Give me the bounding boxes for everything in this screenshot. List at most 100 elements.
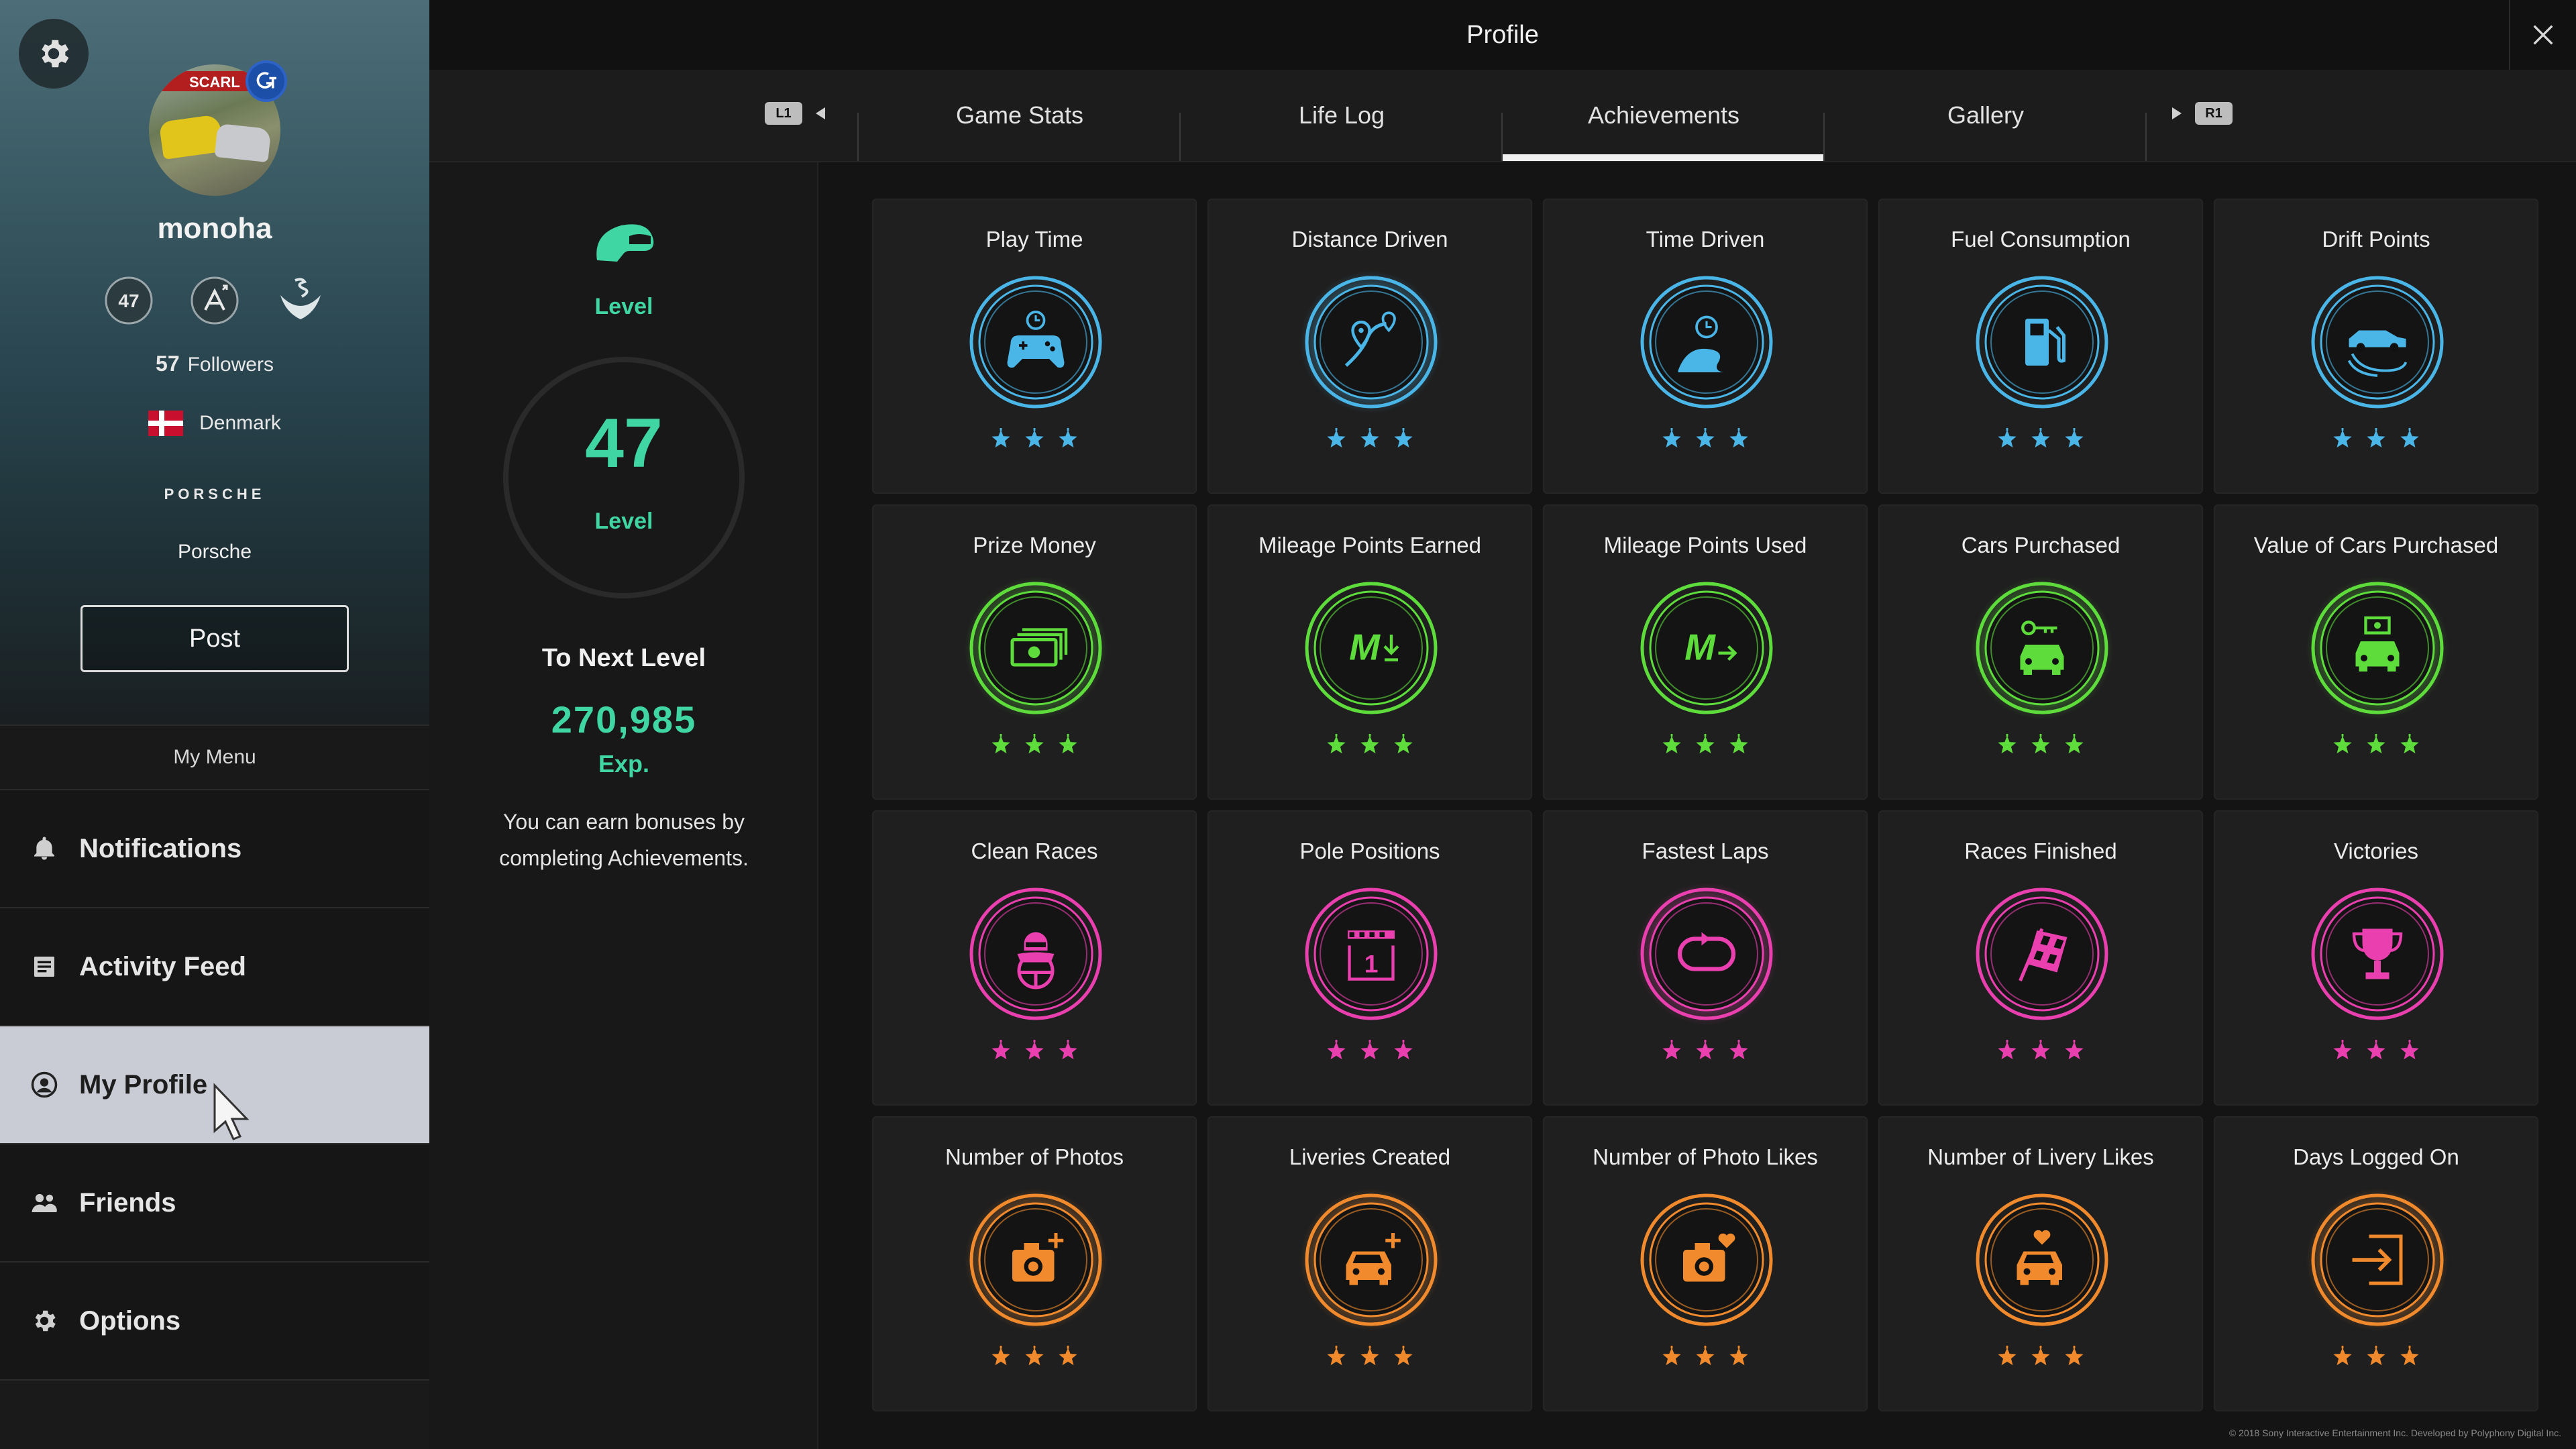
next-tab-hint[interactable]: R1 bbox=[2171, 102, 2233, 125]
achievement-card[interactable]: Fuel Consumption bbox=[1878, 199, 2203, 494]
pole-position-icon: 1 bbox=[1300, 883, 1442, 1025]
brand-logo: PORSCHE bbox=[164, 486, 266, 502]
followers[interactable]: 57 Followers bbox=[0, 352, 429, 376]
achievement-card[interactable]: Mileage Points Earned M bbox=[1208, 504, 1532, 800]
star-icon bbox=[2031, 1040, 2050, 1060]
achievement-card[interactable]: Fastest Laps bbox=[1543, 810, 1868, 1106]
star-icon bbox=[1729, 1346, 1748, 1366]
achievement-card[interactable]: Cars Purchased bbox=[1878, 504, 2203, 800]
level-ring bbox=[503, 357, 745, 598]
achievement-stars bbox=[1880, 734, 2202, 757]
achievement-card[interactable]: Races Finished bbox=[1878, 810, 2203, 1106]
denmark-flag-icon bbox=[148, 411, 184, 436]
achievement-card[interactable]: Number of Photo Likes bbox=[1543, 1116, 1868, 1411]
achievement-card[interactable]: Liveries Created bbox=[1208, 1116, 1532, 1411]
menu-item-options[interactable]: Options bbox=[0, 1263, 429, 1381]
chevron-right-icon bbox=[2172, 107, 2182, 119]
achievement-card[interactable]: Clean Races bbox=[872, 810, 1197, 1106]
achievement-stars bbox=[873, 1040, 1195, 1063]
star-icon bbox=[2333, 428, 2352, 448]
achievement-card[interactable]: Days Logged On bbox=[2214, 1116, 2538, 1411]
achievement-title: Victories bbox=[2334, 839, 2418, 863]
settings-button[interactable] bbox=[19, 19, 89, 89]
achievement-card[interactable]: Mileage Points Used M bbox=[1543, 504, 1868, 800]
tab-label: Achievements bbox=[1587, 101, 1740, 129]
achievement-stars bbox=[1880, 1346, 2202, 1368]
star-icon bbox=[2367, 734, 2385, 754]
mouse-cursor-icon bbox=[212, 1083, 259, 1146]
menu-item-label: Notifications bbox=[79, 833, 242, 863]
tab-label: Gallery bbox=[1947, 101, 2025, 129]
achievement-title: Pole Positions bbox=[1299, 839, 1440, 863]
page-title: Profile bbox=[1466, 20, 1539, 49]
gear-icon bbox=[30, 1306, 59, 1336]
post-button[interactable]: Post bbox=[80, 605, 349, 672]
star-icon bbox=[1360, 428, 1379, 448]
achievement-stars bbox=[2215, 1346, 2537, 1368]
menu-item-friends[interactable]: Friends bbox=[0, 1144, 429, 1263]
level-label: Level bbox=[594, 294, 653, 319]
star-icon bbox=[1998, 734, 2017, 754]
gear-icon bbox=[42, 40, 69, 68]
close-button[interactable] bbox=[2509, 0, 2576, 70]
driver-icon bbox=[965, 883, 1107, 1025]
achievement-card[interactable]: Time Driven bbox=[1543, 199, 1868, 494]
menu-item-label: Options bbox=[79, 1305, 181, 1336]
profile-icon bbox=[30, 1070, 59, 1099]
menu-item-activity-feed[interactable]: Activity Feed bbox=[0, 908, 429, 1026]
achievement-card[interactable]: Value of Cars Purchased bbox=[2214, 504, 2538, 800]
star-icon bbox=[1327, 1040, 1346, 1060]
achievement-title: Drift Points bbox=[2322, 227, 2430, 252]
exp-unit: Exp. bbox=[598, 750, 650, 777]
star-icon bbox=[1025, 1040, 1044, 1060]
achievement-card[interactable]: Prize Money bbox=[872, 504, 1197, 800]
achievement-card[interactable]: Number of Livery Likes bbox=[1878, 1116, 2203, 1411]
achievement-card[interactable]: Drift Points bbox=[2214, 199, 2538, 494]
star-icon bbox=[991, 1040, 1010, 1060]
tab-life-log[interactable]: Life Log bbox=[1181, 70, 1503, 161]
country-name: Denmark bbox=[199, 412, 281, 434]
achievement-card[interactable]: Number of Photos bbox=[872, 1116, 1197, 1411]
achievement-title: Mileage Points Earned bbox=[1258, 533, 1482, 557]
level-badge-text: 47 bbox=[118, 290, 139, 311]
star-icon bbox=[1025, 1346, 1044, 1366]
fuel-pump-icon bbox=[1971, 271, 2113, 413]
star-icon bbox=[2367, 1040, 2385, 1060]
tab-achievements[interactable]: Achievements bbox=[1503, 70, 1825, 161]
achievement-title: Number of Livery Likes bbox=[1927, 1144, 2154, 1169]
star-icon bbox=[2400, 1040, 2419, 1060]
achievement-card[interactable]: Distance Driven bbox=[1208, 199, 1532, 494]
star-icon bbox=[1360, 1346, 1379, 1366]
achievement-stars bbox=[1880, 1040, 2202, 1063]
achievement-title: Play Time bbox=[985, 227, 1083, 252]
friends-icon bbox=[30, 1188, 59, 1218]
road-clock-icon bbox=[1635, 271, 1778, 413]
achievement-card[interactable]: Pole Positions 1 bbox=[1208, 810, 1532, 1106]
star-icon bbox=[1059, 1040, 1077, 1060]
brand-name: Porsche bbox=[177, 541, 252, 563]
star-icon bbox=[2333, 1040, 2352, 1060]
prev-tab-hint[interactable]: L1 bbox=[765, 102, 826, 125]
tab-label: Life Log bbox=[1298, 101, 1385, 129]
achievement-stars bbox=[2215, 428, 2537, 451]
star-icon bbox=[1327, 428, 1346, 448]
tab-label: Game Stats bbox=[955, 101, 1084, 129]
achievement-card[interactable]: Victories bbox=[2214, 810, 2538, 1106]
tab-game-stats[interactable]: Game Stats bbox=[859, 70, 1181, 161]
achievement-stars bbox=[873, 428, 1195, 451]
tab-gallery[interactable]: Gallery bbox=[1825, 70, 2147, 161]
login-icon bbox=[2306, 1189, 2449, 1331]
achievement-title: Time Driven bbox=[1646, 227, 1765, 252]
achievement-stars bbox=[2215, 734, 2537, 757]
controller-clock-icon bbox=[965, 271, 1107, 413]
car-cash-icon bbox=[2306, 577, 2449, 719]
achievement-title: Clean Races bbox=[971, 839, 1098, 863]
star-icon bbox=[1394, 428, 1413, 448]
star-icon bbox=[1662, 428, 1681, 448]
achievement-card[interactable]: Play Time bbox=[872, 199, 1197, 494]
star-icon bbox=[2031, 428, 2050, 448]
menu-item-notifications[interactable]: Notifications bbox=[0, 790, 429, 908]
star-icon bbox=[1696, 734, 1715, 754]
main-content: Profile L1 Game Stats Life Log Achieveme… bbox=[429, 0, 2576, 1449]
star-icon bbox=[1662, 734, 1681, 754]
